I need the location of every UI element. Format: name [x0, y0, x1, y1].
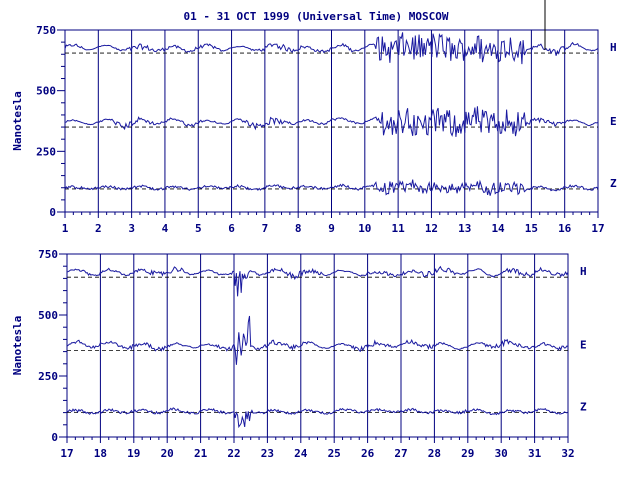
x-tick-label: 20: [161, 447, 174, 460]
y-tick-label: 0: [51, 431, 58, 444]
x-tick-label: 4: [162, 222, 169, 235]
x-tick-label: 13: [458, 222, 471, 235]
y-axis-label: Nanotesla: [11, 316, 24, 376]
series-label-E: E: [610, 115, 617, 128]
x-tick-label: 9: [328, 222, 335, 235]
series-label-H: H: [580, 265, 587, 278]
x-tick-label: 27: [394, 447, 407, 460]
x-tick-label: 18: [94, 447, 107, 460]
panel-1: 1 2 3 4 5 6 7 8 9 10 11 12 13 14 15 16 170250500750Nanot…: [11, 24, 617, 235]
x-tick-label: 8: [295, 222, 302, 235]
x-tick-label: 21: [194, 447, 208, 460]
x-tick-label: 30: [495, 447, 508, 460]
x-tick-label: 28: [428, 447, 441, 460]
trace-E: [64, 106, 599, 137]
x-tick-label: 7: [262, 222, 269, 235]
x-tick-label: 17: [60, 447, 73, 460]
chart-title: 01 - 31 OCT 1999 (Universal Time) MOSCOW: [184, 10, 449, 23]
trace-H: [64, 32, 599, 65]
y-tick-label: 750: [38, 248, 58, 261]
y-axis-label: Nanotesla: [11, 91, 24, 151]
x-tick-label: 6: [228, 222, 235, 235]
x-tick-label: 2: [95, 222, 102, 235]
y-tick-label: 250: [36, 145, 56, 158]
y-tick-label: 500: [38, 309, 58, 322]
x-tick-label: 3: [128, 222, 135, 235]
x-tick-label: 29: [461, 447, 474, 460]
panel-2: 17 18 19 20 21 22 23 24 25 26 27 28 29 30 31 32 0 250 500 7…: [11, 248, 587, 460]
trace-H: [66, 265, 569, 297]
x-tick-label: 11: [392, 222, 406, 235]
x-tick-label: 24: [294, 447, 308, 460]
trace-Z: [64, 179, 599, 196]
series-label-H: H: [610, 41, 617, 54]
x-tick-label: 31: [528, 447, 542, 460]
x-tick-label: 15: [525, 222, 538, 235]
x-tick-label: 17: [591, 222, 604, 235]
series-label-Z: Z: [580, 401, 587, 414]
series-label-Z: Z: [610, 177, 617, 190]
y-tick-label: 250: [38, 370, 58, 383]
y-tick-label: 750: [36, 24, 56, 37]
x-tick-label: 23: [261, 447, 274, 460]
x-tick-label: 22: [227, 447, 240, 460]
x-tick-label: 16: [558, 222, 572, 235]
series-label-E: E: [580, 338, 587, 351]
x-tick-label: 14: [491, 222, 505, 235]
x-tick-label: 26: [361, 447, 375, 460]
y-tick-label: 500: [36, 85, 56, 98]
x-tick-label: 10: [358, 222, 371, 235]
x-tick-label: 5: [195, 222, 202, 235]
trace-E: [66, 315, 569, 365]
x-tick-label: 32: [561, 447, 574, 460]
x-tick-label: 19: [127, 447, 140, 460]
x-tick-label: 25: [328, 447, 341, 460]
x-tick-label: 12: [425, 222, 438, 235]
x-tick-label: 1: [62, 222, 69, 235]
trace-Z: [66, 407, 569, 429]
y-tick-label: 0: [49, 206, 56, 219]
